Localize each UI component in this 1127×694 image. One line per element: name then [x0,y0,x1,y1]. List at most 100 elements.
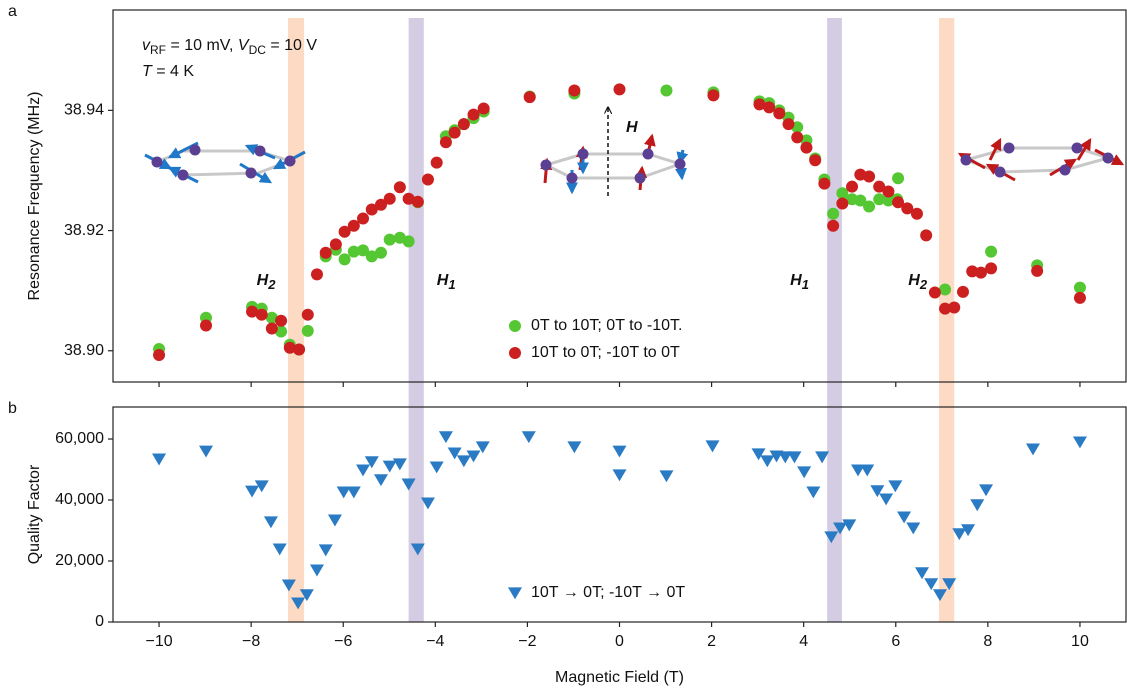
data-point [281,579,296,592]
data-point [842,519,857,532]
data-point [836,187,849,200]
legend-label: 0T to 10T; 0T to -10T. [531,317,683,334]
data-point [707,89,720,102]
data-point [255,308,268,321]
data-point [347,219,360,232]
data-point [818,177,831,190]
band-label-base: H [437,272,449,289]
data-point [356,464,371,477]
data-point [477,102,490,115]
data-point [809,154,822,167]
data-point [401,478,416,491]
band-label-sub: 2 [267,277,276,292]
band-label-base: H [257,272,269,289]
highlight-band [287,18,305,622]
condition-part: = 4 K [152,63,195,80]
panel: a 38.90 38.92 38.94 Resonance Frequency (MHz… [8,3,1127,387]
data-point [263,516,278,529]
data-point [447,447,462,460]
data-point [824,531,839,544]
data-point [254,480,269,493]
legend-marker [508,587,522,600]
y-tick-label: 38.92 [64,222,104,239]
condition-part: T [142,63,153,80]
highlight-band [408,18,424,622]
data-point [365,250,378,263]
data-point [753,98,766,111]
data-point [336,486,351,499]
data-point [383,233,396,246]
data-point [374,246,387,259]
data-point [568,84,581,97]
y-axis-title: Resonance Frequency (MHz) [26,92,43,301]
condition-part: v [142,37,151,54]
data-point [791,131,804,144]
data-point [863,170,876,183]
data-point [523,91,536,104]
data-point [402,192,415,205]
data-point [309,564,324,577]
spin-insets: H [144,108,1125,196]
condition-part: V [238,37,250,54]
data-point [928,286,941,299]
panel: b 0 20,000 40,000 60,000 −10 −8 −6 −4 −2 0 2 4 6 8 10 Qu… [8,400,1127,686]
spin-inset-center: H [540,108,689,196]
legend-marker [509,347,521,359]
series [152,431,1087,610]
data-point [466,450,481,463]
data-point [910,207,923,220]
data-point [301,324,314,337]
data-point [751,448,766,461]
data-point [760,455,775,468]
data-point [778,451,793,464]
data-point [318,544,333,557]
data-point [901,202,914,215]
highlight-band [939,18,955,622]
data-point [199,445,214,458]
data-point [939,302,952,315]
legend-label: 10T → 0T; -10T → 0T [531,584,685,601]
data-point [873,180,886,193]
data-point [879,493,894,506]
data-point [439,136,452,149]
data-point [882,194,895,207]
data-point [833,522,848,535]
data-point [836,197,849,210]
band-label-base: H [908,272,920,289]
data-point [357,244,370,257]
condition-part: = 10 V [266,37,317,54]
data-point [952,528,967,541]
band-label: H2 [908,272,928,292]
x-tick-label: 2 [707,633,716,650]
data-point [974,266,987,279]
legend-label: 10T to 0T; -10T to 0T [531,344,680,361]
spin-inset-left [144,141,306,184]
data-point [329,238,342,251]
band-label-sub: 1 [448,277,455,292]
data-point [357,212,370,225]
data-point [924,578,939,591]
x-tick-label: 8 [983,633,992,650]
data-point [393,181,406,194]
data-point [392,458,407,471]
data-point [346,486,361,499]
data-point [410,543,425,556]
condition-part: = 10 mV, [166,37,238,54]
data-point [420,497,435,510]
y-tick-label: 40,000 [55,491,104,508]
lattice [961,146,1114,174]
data-point [966,265,979,278]
band-label: H1 [790,272,809,292]
plot-layer: a 38.90 38.92 38.94 Resonance Frequency (MHz… [8,3,1127,686]
data-point [430,156,443,169]
band-label-sub: 2 [919,277,928,292]
spin-arrows [144,141,306,184]
field-label: H [626,119,638,136]
data-point [979,484,994,497]
series [153,83,1086,361]
data-point [567,441,582,454]
data-point [429,461,444,474]
data-point [301,308,314,321]
data-point [310,268,323,281]
